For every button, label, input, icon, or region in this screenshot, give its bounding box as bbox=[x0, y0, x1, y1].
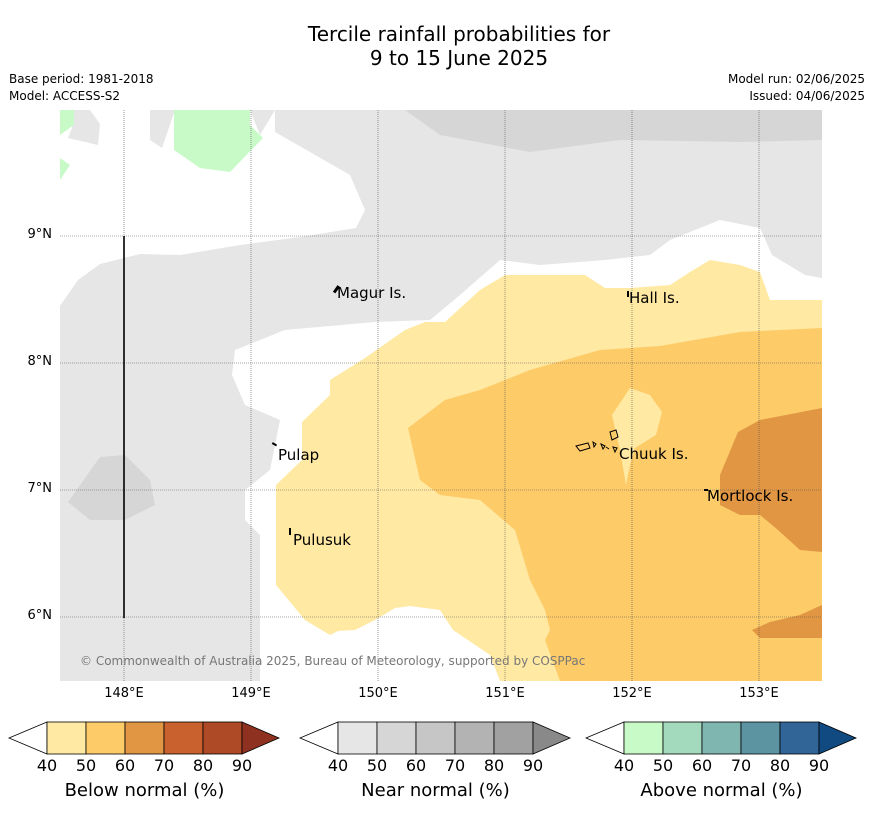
colorbar-tick: 90 bbox=[808, 756, 830, 775]
meta-right: Model run: 02/06/2025 Issued: 04/06/2025 bbox=[728, 71, 865, 105]
colorbar-below-normal-bar bbox=[7, 721, 281, 755]
copyright-notice: © Commonwealth of Australia 2025, Bureau… bbox=[80, 654, 586, 668]
map-panel bbox=[60, 110, 822, 681]
colorbar-tick: 70 bbox=[730, 756, 752, 775]
title-line-2: 9 to 15 June 2025 bbox=[369, 46, 549, 70]
chart-title: Tercile rainfall probabilities for 9 to … bbox=[0, 22, 873, 70]
label-chuuk: Chuuk Is. bbox=[619, 445, 689, 463]
colorbar-extend-high bbox=[818, 721, 858, 755]
base-period: Base period: 1981-2018 bbox=[9, 72, 154, 86]
island-magur bbox=[332, 285, 340, 294]
label-pulusuk: Pulusuk bbox=[293, 531, 351, 549]
colorbar-near-normal bbox=[298, 721, 572, 759]
colorbar-above-normal-bar bbox=[584, 721, 858, 755]
colorbar-extend-low bbox=[7, 721, 48, 755]
x-tick-label: 152°E bbox=[612, 686, 652, 701]
island-pulap bbox=[271, 442, 278, 447]
colorbar-above-label: Above normal (%) bbox=[640, 780, 803, 801]
colorbar-tick: 80 bbox=[483, 756, 505, 775]
colorbar-segment bbox=[202, 721, 243, 755]
label-mortlock: Mortlock Is. bbox=[707, 487, 794, 505]
colorbar-extend-low bbox=[584, 721, 625, 755]
colorbar-below-label: Below normal (%) bbox=[64, 780, 225, 801]
colorbar-segment bbox=[740, 721, 781, 755]
below-normal-40-pocket bbox=[612, 388, 662, 485]
colorbar-segment bbox=[454, 721, 495, 755]
y-tick-label: 8°N bbox=[27, 354, 53, 369]
island-mortlock bbox=[704, 489, 708, 491]
colorbar-tick: 90 bbox=[231, 756, 253, 775]
above-normal-40-west-sliver bbox=[60, 158, 70, 180]
colorbar-segment bbox=[376, 721, 417, 755]
label-pulap: Pulap bbox=[278, 446, 320, 464]
y-tick-label: 9°N bbox=[27, 227, 53, 242]
colorbar-segment bbox=[623, 721, 664, 755]
colorbar-segment bbox=[124, 721, 165, 755]
y-tick-label: 7°N bbox=[27, 481, 53, 496]
issued-date: Issued: 04/06/2025 bbox=[749, 89, 865, 103]
label-magur: Magur Is. bbox=[337, 284, 407, 302]
below-normal-60-region-east bbox=[720, 408, 822, 552]
x-tick-label: 151°E bbox=[485, 686, 525, 701]
colorbar-near-normal-bar bbox=[298, 721, 572, 755]
above-normal-40-region bbox=[174, 110, 263, 172]
colorbar-tick: 60 bbox=[691, 756, 713, 775]
island-pulusuk bbox=[289, 528, 291, 535]
island-chuuk bbox=[575, 429, 619, 454]
colorbar-tick: 60 bbox=[114, 756, 136, 775]
colorbar-near-label: Near normal (%) bbox=[361, 780, 510, 801]
colorbar-tick: 50 bbox=[652, 756, 674, 775]
colorbar-segment bbox=[662, 721, 703, 755]
meta-left: Base period: 1981-2018 Model: ACCESS-S2 bbox=[9, 71, 154, 105]
colorbar-tick: 80 bbox=[769, 756, 791, 775]
colorbar-tick: 80 bbox=[192, 756, 214, 775]
colorbar-extend-high bbox=[241, 721, 281, 755]
colorbar-segment bbox=[85, 721, 126, 755]
colorbar-tick: 50 bbox=[75, 756, 97, 775]
colorbar-tick: 50 bbox=[366, 756, 388, 775]
below-normal-50-region bbox=[408, 328, 822, 681]
colorbar-tick: 40 bbox=[36, 756, 58, 775]
y-tick-label: 6°N bbox=[27, 608, 53, 623]
colorbar-segment bbox=[701, 721, 742, 755]
above-normal-40-west-sliver-2 bbox=[60, 110, 74, 135]
near-normal-50-region-west bbox=[68, 455, 155, 520]
colorbar-tick: 70 bbox=[444, 756, 466, 775]
white-neutral-north bbox=[60, 110, 365, 306]
near-normal-50-region-north bbox=[405, 110, 822, 152]
colorbar-segment bbox=[415, 721, 456, 755]
label-hall: Hall Is. bbox=[629, 289, 680, 307]
colorbar-tick: 40 bbox=[327, 756, 349, 775]
colorbar-tick: 40 bbox=[613, 756, 635, 775]
colorbar-segment bbox=[337, 721, 378, 755]
colorbar-below-ticks: 40 50 60 70 80 90 bbox=[8, 756, 281, 776]
colorbar-segment bbox=[163, 721, 204, 755]
colorbar-below-normal bbox=[7, 721, 281, 759]
x-tick-label: 153°E bbox=[739, 686, 779, 701]
colorbar-tick: 60 bbox=[405, 756, 427, 775]
colorbar-above-normal bbox=[584, 721, 858, 759]
map-svg bbox=[60, 110, 822, 681]
colorbar-segment bbox=[493, 721, 534, 755]
colorbar-extend-low bbox=[298, 721, 339, 755]
colorbar-above-ticks: 40 50 60 70 80 90 bbox=[585, 756, 858, 776]
below-normal-60-region-south bbox=[752, 605, 822, 638]
island-outlines bbox=[271, 285, 708, 535]
colorbar-extend-high bbox=[532, 721, 572, 755]
island-hall bbox=[627, 291, 629, 297]
model-run: Model run: 02/06/2025 bbox=[727, 72, 865, 86]
graticule bbox=[60, 110, 822, 681]
colorbar-segment bbox=[46, 721, 87, 755]
model-name: Model: ACCESS-S2 bbox=[9, 89, 121, 103]
x-tick-label: 150°E bbox=[358, 686, 398, 701]
title-line-1: Tercile rainfall probabilities for bbox=[307, 22, 611, 46]
colorbar-tick: 90 bbox=[522, 756, 544, 775]
colorbar-near-ticks: 40 50 60 70 80 90 bbox=[299, 756, 572, 776]
colorbar-segment bbox=[779, 721, 820, 755]
x-tick-label: 149°E bbox=[231, 686, 271, 701]
colorbar-tick: 70 bbox=[153, 756, 175, 775]
x-tick-label: 148°E bbox=[104, 686, 144, 701]
